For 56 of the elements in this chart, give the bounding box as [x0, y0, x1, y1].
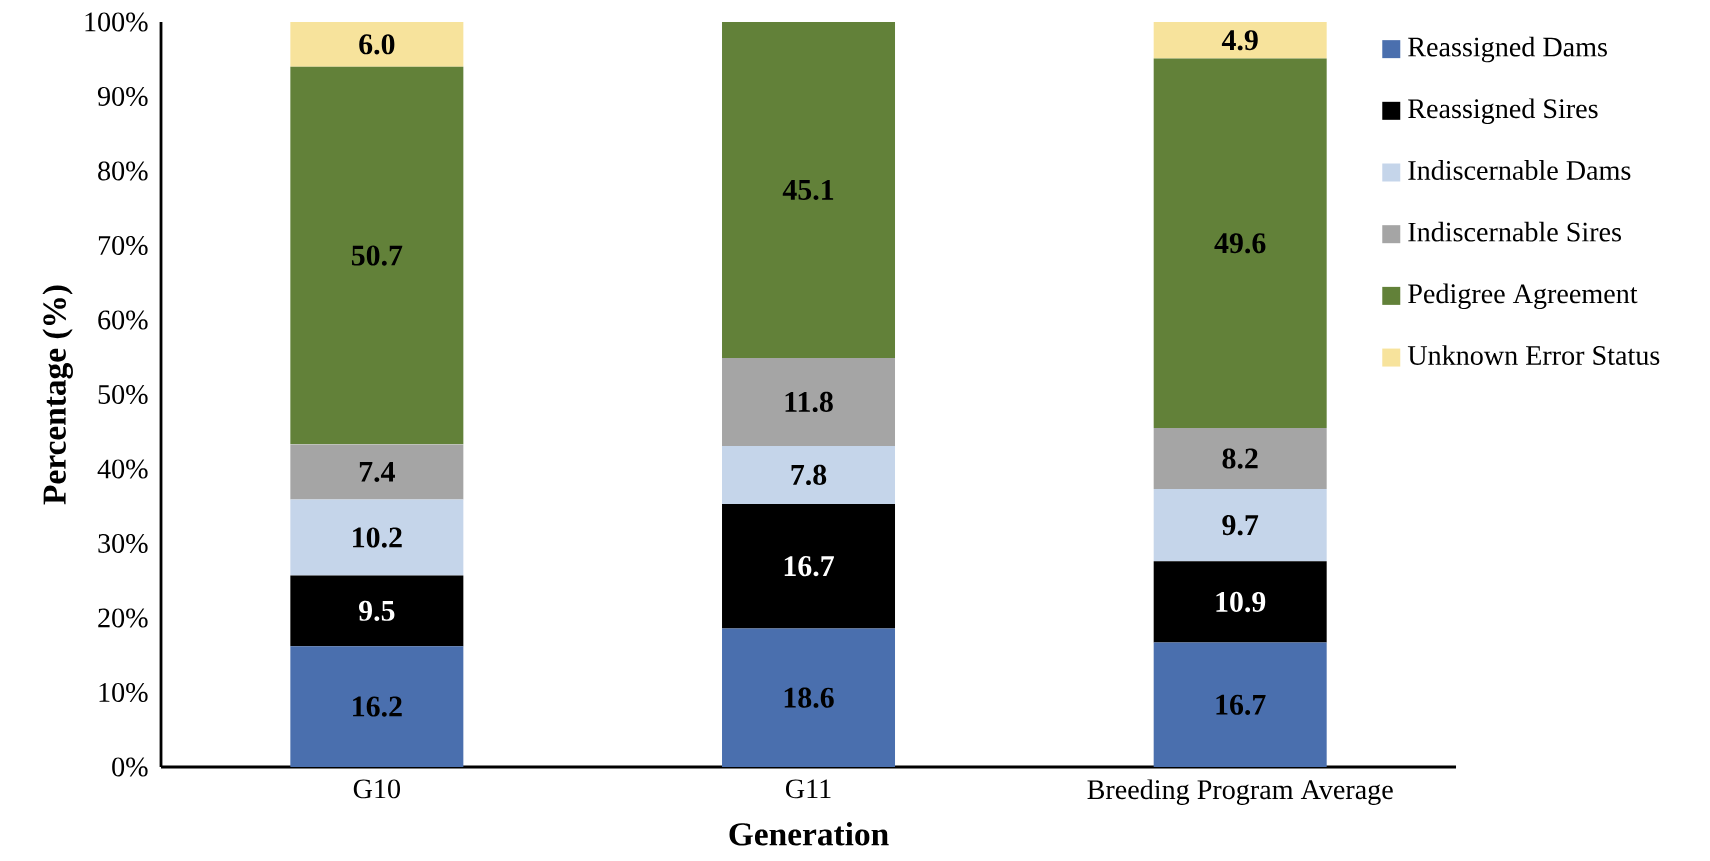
y-tick-label: 0% — [112, 757, 148, 777]
bar — [290, 575, 464, 647]
bar — [290, 444, 464, 500]
x-axis-title: Generation — [729, 822, 889, 846]
bar — [290, 66, 464, 445]
data-label: 16.7 — [784, 556, 834, 577]
data-label: 45.1 — [782, 179, 834, 201]
y-tick-label: 100% — [85, 12, 148, 32]
legend-label: Indiscernable Sires — [1408, 221, 1621, 242]
bar — [290, 499, 464, 576]
bar — [1153, 428, 1327, 490]
bar — [1153, 489, 1327, 562]
bar — [1153, 21, 1327, 59]
bar — [290, 21, 464, 67]
bar — [1153, 642, 1327, 767]
y-tick-label: 80% — [98, 161, 148, 181]
legend-label: Reassigned Sires — [1408, 98, 1598, 125]
legend-label: Unknown Error Status — [1407, 345, 1660, 365]
y-tick-label: 20% — [98, 608, 148, 628]
y-tick-label: 50% — [98, 384, 148, 405]
data-label: 7.8 — [791, 464, 827, 486]
y-tick-label: 70% — [98, 235, 148, 256]
data-label: 9.5 — [359, 600, 395, 622]
data-label: 49.6 — [1214, 233, 1266, 254]
legend-label: Indiscernable Dams — [1408, 160, 1631, 180]
data-label: 16.2 — [353, 696, 402, 717]
data-label: 16.7 — [1216, 694, 1266, 715]
data-label: 11.8 — [785, 391, 833, 413]
y-tick-label: 90% — [97, 86, 148, 107]
data-label: 50.7 — [351, 245, 403, 266]
x-tick-label: Breeding Program Average — [1087, 779, 1393, 805]
data-label: 9.7 — [1222, 515, 1259, 536]
y-tick-label: 10% — [99, 682, 148, 703]
bar — [722, 357, 896, 446]
data-label: 6.0 — [359, 34, 395, 55]
data-label: 10.9 — [1216, 591, 1266, 613]
bar — [722, 445, 896, 504]
bar — [1153, 561, 1327, 643]
data-label: 10.2 — [353, 527, 402, 548]
y-axis-title: Percentage (%) — [42, 285, 73, 505]
y-tick-label: 40% — [97, 459, 148, 479]
bar — [722, 21, 896, 358]
data-label: 7.4 — [359, 461, 395, 483]
bar — [290, 646, 464, 767]
x-tick-label: G10 — [353, 779, 400, 799]
legend-label: Reassigned Dams — [1408, 36, 1607, 63]
y-tick-label: 30% — [98, 533, 148, 554]
legend-label: Pedigree Agreement — [1408, 283, 1638, 310]
y-tick-label: 60% — [98, 310, 148, 330]
data-label: 8.2 — [1222, 448, 1258, 469]
data-label: 4.9 — [1221, 30, 1258, 51]
bar — [722, 628, 896, 767]
data-label: 18.6 — [784, 687, 834, 708]
x-tick-label: G11 — [785, 779, 831, 799]
bar — [1153, 58, 1327, 428]
bar — [722, 504, 896, 629]
